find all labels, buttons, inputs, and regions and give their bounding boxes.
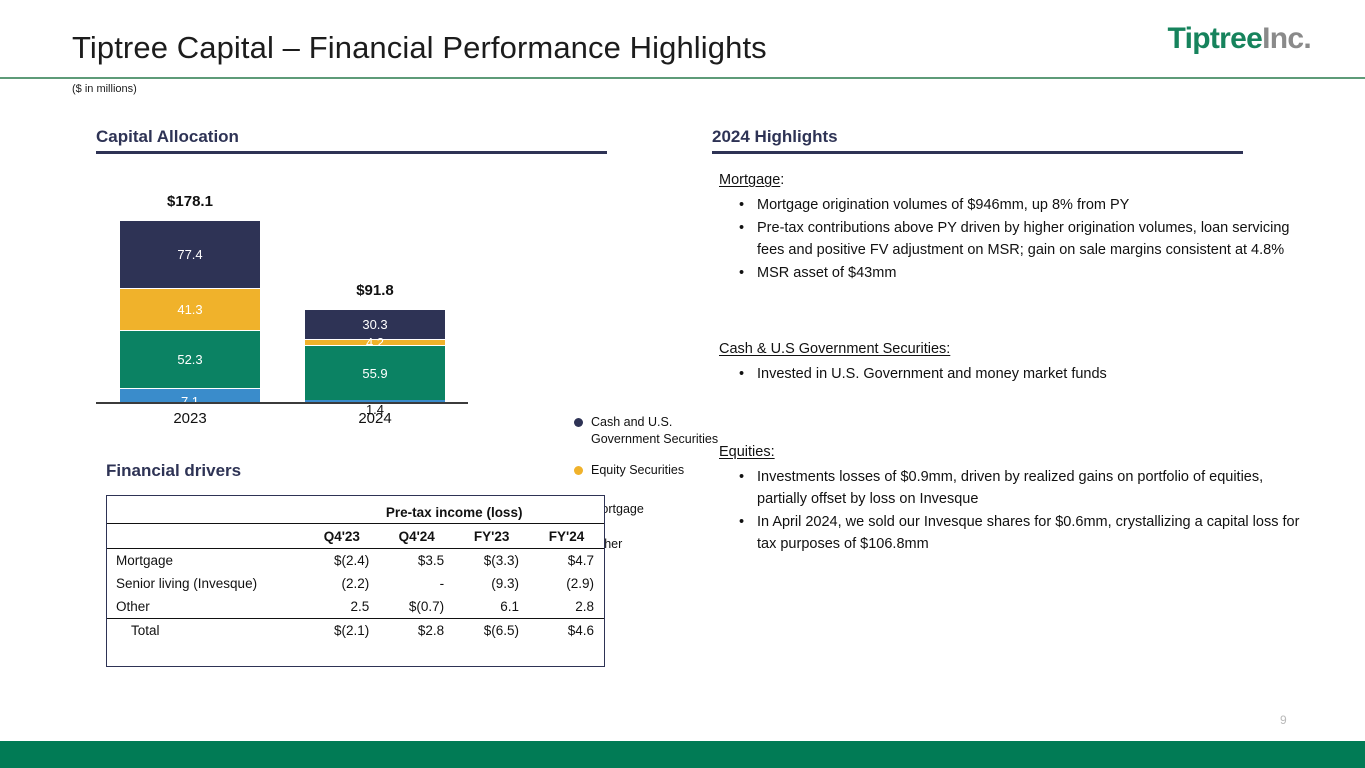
table-spacer	[107, 496, 604, 505]
legend-swatch-cash-icon	[574, 418, 583, 427]
table-row-label: Other	[116, 598, 150, 614]
table-cell: (9.3)	[491, 575, 520, 591]
table-column-header-row: Q4'23 Q4'24 FY'23 FY'24	[107, 523, 604, 548]
bar-segment-mortgage-2024: 55.9	[305, 345, 445, 400]
table-col-header-fy24: FY'24	[548, 528, 585, 544]
highlight-title-underlined: Cash & U.S Government Securities:	[719, 341, 951, 357]
table-total-row: Total $(2.1) $2.8 $(6.5) $4.6	[107, 619, 604, 643]
table-group-header-row: Pre-tax income (loss)	[107, 505, 604, 522]
logo-suffix-text: Inc.	[1262, 22, 1312, 55]
list-item: Mortgage origination volumes of $946mm, …	[719, 194, 1309, 217]
highlight-group-mortgage: Mortgage: Mortgage origination volumes o…	[719, 172, 1309, 284]
table-row: Mortgage $(2.4) $3.5 $(3.3) $4.7	[107, 549, 604, 572]
table-total-cell: $4.6	[567, 623, 594, 639]
table-col-header-q423: Q4'23	[323, 528, 360, 544]
table-total-cell: $(2.1)	[333, 623, 370, 639]
footer-bar	[0, 741, 1365, 768]
table-cell: $(0.7)	[408, 598, 445, 614]
table-cell: 6.1	[500, 598, 520, 614]
bar-column-2024: 30.3 4.2 55.9 1.4	[305, 310, 445, 417]
bar-total-2024: $91.8	[356, 282, 394, 299]
legend-swatch-equity-icon	[574, 466, 583, 475]
table-cell: $3.5	[417, 552, 445, 568]
bar-segment-other-2024	[305, 400, 445, 402]
highlight-list-mortgage: Mortgage origination volumes of $946mm, …	[719, 194, 1309, 284]
highlight-group-title-cash: Cash & U.S Government Securities:	[719, 341, 1309, 357]
financial-drivers-heading: Financial drivers	[106, 461, 242, 480]
bar-segment-equity-2023: 41.3	[120, 288, 260, 330]
highlights-rule	[712, 151, 1243, 154]
legend-label-cash: Cash and U.S. Government Securities	[591, 415, 719, 446]
list-item: Pre-tax contributions above PY driven by…	[719, 217, 1309, 262]
bar-segment-other-2023: 7.1	[120, 388, 260, 408]
list-item: Investments losses of $0.9mm, driven by …	[719, 466, 1309, 511]
table-cell: 2.8	[575, 598, 594, 614]
bar-segment-other-2024-label: 1.4	[365, 402, 385, 417]
highlight-title-underlined: Mortgage	[719, 172, 781, 188]
highlights-heading: 2024 Highlights	[712, 127, 838, 146]
bar-segment-label: 77.4	[177, 247, 203, 262]
bar-segment-mortgage-2023: 52.3	[120, 330, 260, 388]
table-cell: $4.7	[567, 552, 594, 568]
bar-segment-label: 30.3	[362, 317, 388, 332]
financial-drivers-table: Pre-tax income (loss) Q4'23 Q4'24 FY'23 …	[106, 495, 605, 667]
list-item: In April 2024, we sold our Invesque shar…	[719, 511, 1309, 556]
table-rule-total	[107, 617, 604, 619]
capital-allocation-heading: Capital Allocation	[96, 127, 239, 146]
highlight-group-equities: Equities: Investments losses of $0.9mm, …	[719, 444, 1309, 556]
list-item: MSR asset of $43mm	[719, 262, 1309, 285]
capital-allocation-rule	[96, 151, 607, 154]
table-rule-columns	[107, 547, 604, 549]
header-divider	[0, 77, 1365, 79]
highlight-list-cash: Invested in U.S. Government and money ma…	[719, 363, 1309, 386]
bar-segment-label: 41.3	[177, 302, 203, 317]
highlight-title-colon: :	[780, 172, 785, 188]
table-cell: 2.5	[350, 598, 370, 614]
bar-segment-label: 55.9	[362, 365, 388, 381]
highlight-group-title-equities: Equities:	[719, 444, 1309, 460]
bar-column-2023: 77.4 41.3 52.3 7.1	[120, 221, 260, 408]
table-row: Other 2.5 $(0.7) 6.1 2.8	[107, 595, 604, 618]
table-col-header-q424: Q4'24	[398, 528, 435, 544]
page-title: Tiptree Capital – Financial Performance …	[72, 30, 767, 65]
table-cell: $(3.3)	[483, 552, 520, 568]
legend-item-cash[interactable]: Cash and U.S. Government Securities	[574, 414, 741, 448]
legend-item-equity[interactable]: Equity Securities	[574, 462, 684, 479]
table-cell: $(2.4)	[333, 552, 370, 568]
highlight-group-title-mortgage: Mortgage:	[719, 172, 1309, 188]
table-cell: (2.9)	[566, 575, 594, 591]
table-cell: -	[439, 575, 445, 591]
bar-total-2023: $178.1	[167, 193, 213, 210]
table-total-cell: $(6.5)	[483, 623, 520, 639]
table-rule-group	[107, 522, 604, 524]
list-item: Invested in U.S. Government and money ma…	[719, 363, 1309, 386]
legend-label-equity: Equity Securities	[591, 463, 685, 477]
table-total-label: Total	[131, 623, 160, 639]
table-col-header-fy23: FY'23	[473, 528, 510, 544]
bar-segment-cash-2024: 30.3	[305, 310, 445, 339]
highlight-list-equities: Investments losses of $0.9mm, driven by …	[719, 466, 1309, 556]
chart-axis-line	[96, 402, 468, 404]
table-row: Senior living (Invesque) (2.2) - (9.3) (…	[107, 572, 604, 595]
capital-allocation-chart: $178.1 77.4 41.3 52.3 7.1 2023 $91.8 30.…	[96, 180, 718, 551]
page-number: 9	[1280, 713, 1287, 727]
highlights-content: Mortgage: Mortgage origination volumes o…	[719, 172, 1309, 556]
logo-brand-text: Tiptree	[1167, 22, 1263, 55]
drivers-table-grid: Pre-tax income (loss) Q4'23 Q4'24 FY'23 …	[107, 496, 604, 643]
bar-segment-label: 7.1	[181, 395, 199, 408]
slide-header: Tiptree Capital – Financial Performance …	[0, 0, 1365, 95]
bar-segment-cash-2023: 77.4	[120, 221, 260, 288]
table-cell: (2.2)	[341, 575, 370, 591]
highlight-group-cash: Cash & U.S Government Securities: Invest…	[719, 341, 1309, 386]
table-row-label: Senior living (Invesque)	[116, 575, 258, 591]
axis-label-2023: 2023	[173, 410, 207, 427]
table-group-header: Pre-tax income (loss)	[385, 505, 523, 520]
axis-label-2024: 2024	[358, 410, 392, 427]
table-row-label: Mortgage	[116, 552, 174, 568]
units-note: ($ in millions)	[72, 83, 137, 95]
table-total-cell: $2.8	[417, 623, 445, 639]
highlight-title-underlined: Equities:	[719, 443, 775, 460]
tiptree-logo: TiptreeInc.	[1167, 22, 1312, 56]
bar-segment-label: 52.3	[177, 352, 203, 367]
